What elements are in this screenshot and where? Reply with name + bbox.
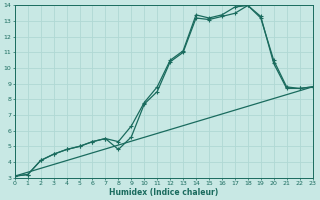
- X-axis label: Humidex (Indice chaleur): Humidex (Indice chaleur): [109, 188, 218, 197]
